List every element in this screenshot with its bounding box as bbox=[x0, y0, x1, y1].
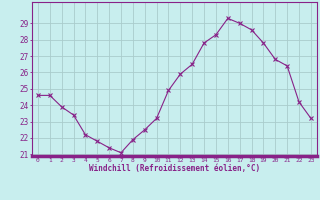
X-axis label: Windchill (Refroidissement éolien,°C): Windchill (Refroidissement éolien,°C) bbox=[89, 164, 260, 173]
